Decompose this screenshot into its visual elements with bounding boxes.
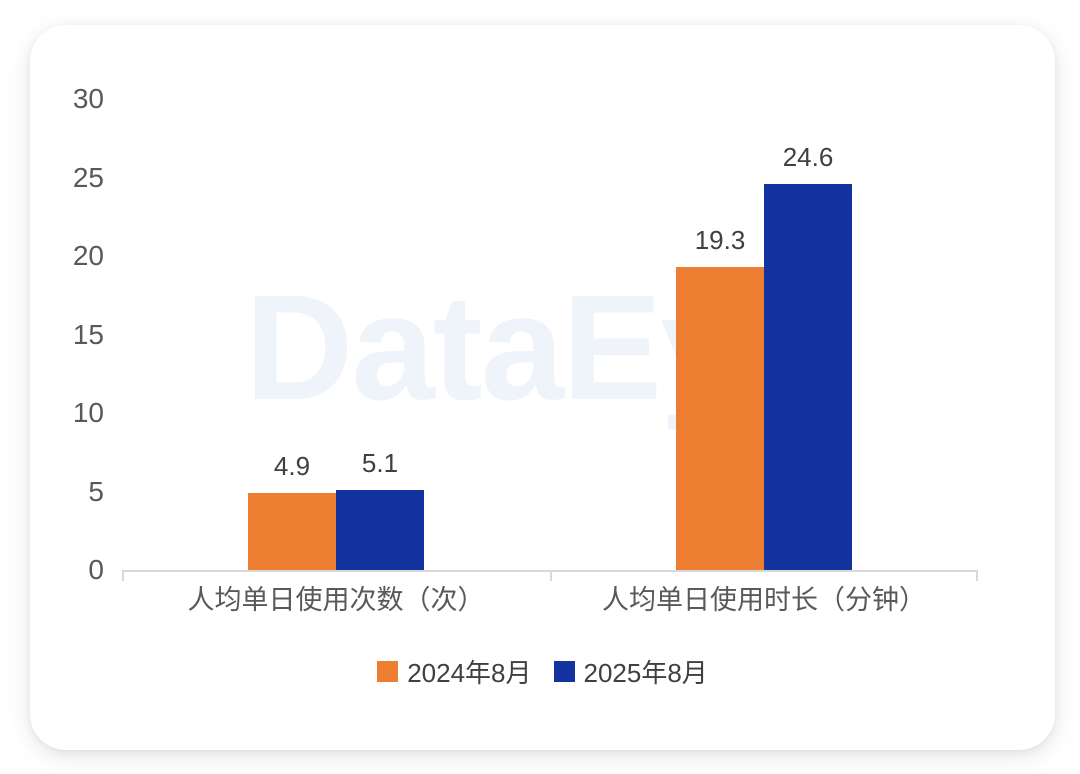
bar-2024年8月-1 xyxy=(676,266,764,570)
y-axis-tick-label: 5 xyxy=(88,475,104,507)
y-axis: 0 5 10 15 20 25 30 xyxy=(30,25,104,625)
legend-swatch-icon xyxy=(377,661,399,682)
y-axis-tick-label: 15 xyxy=(72,318,104,350)
y-axis-tick-label: 20 xyxy=(72,240,104,271)
bar-value-label: 19.3 xyxy=(694,224,746,255)
plot-area: 4.9 5.1 19.3 24.6 xyxy=(122,25,978,585)
bar-2025年8月-1 xyxy=(764,183,852,570)
category-label-1: 人均单日使用时长（分钟） xyxy=(602,585,926,615)
x-axis-tick xyxy=(550,570,552,581)
bar-2025年8月-0 xyxy=(336,489,424,570)
legend-swatch-icon xyxy=(553,661,575,682)
bar-value-label: 4.9 xyxy=(273,451,311,482)
x-axis-labels: 人均单日使用次数（次） 人均单日使用时长（分钟） xyxy=(122,578,978,615)
legend: 2024年8月 2025年8月 xyxy=(30,653,1055,690)
y-axis-tick-label: 0 xyxy=(88,554,104,585)
legend-item-2024年8月: 2024年8月 xyxy=(377,653,532,690)
y-axis-tick-label: 30 xyxy=(72,83,104,114)
chart-card: DataEye 0 5 10 15 20 25 30 4.9 5.1 19.3 24.6 人均单日… xyxy=(30,25,1055,750)
bar-2024年8月-0 xyxy=(248,493,336,570)
x-axis-tick xyxy=(122,570,124,581)
y-axis-tick-label: 25 xyxy=(72,161,104,193)
legend-item-2025年8月: 2025年8月 xyxy=(553,653,708,690)
bar-value-label: 5.1 xyxy=(361,447,399,478)
x-axis-tick xyxy=(976,570,978,581)
legend-label: 2024年8月 xyxy=(407,658,532,688)
y-axis-tick-label: 10 xyxy=(72,397,104,428)
legend-label: 2025年8月 xyxy=(583,658,708,688)
bar-value-label: 24.6 xyxy=(782,141,834,172)
category-label-0: 人均单日使用次数（次） xyxy=(187,585,485,615)
